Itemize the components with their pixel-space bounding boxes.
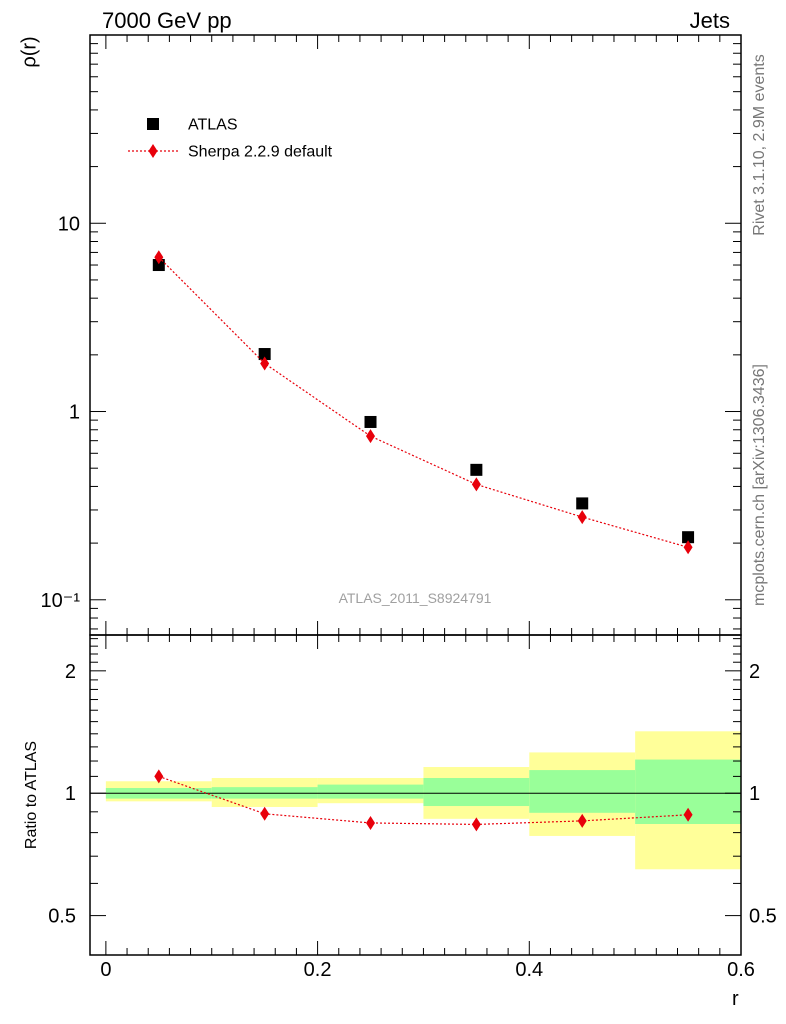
- atlas-data-point: [682, 531, 695, 544]
- ratio-sherpa-point: [471, 817, 481, 832]
- sherpa-data-point: [366, 429, 376, 444]
- atlas-data-point: [152, 259, 165, 272]
- header-left: 7000 GeV pp: [102, 8, 232, 33]
- ratio-y-tick-label: 0.5: [48, 906, 76, 928]
- header-right: Jets: [689, 8, 730, 33]
- sherpa-data-point: [471, 477, 481, 492]
- ratio-y-tick-label: 2: [65, 661, 76, 683]
- sherpa-data-point: [154, 250, 164, 265]
- sherpa-data-point: [260, 356, 270, 371]
- ratio-sherpa-point: [366, 815, 376, 830]
- sherpa-data-point: [577, 510, 587, 525]
- legend-atlas-marker: [147, 118, 159, 130]
- x-tick-label: 0: [100, 959, 111, 981]
- y-tick-label: 10: [58, 213, 80, 235]
- legend-sherpa-marker: [148, 144, 158, 158]
- ratio-sherpa-point: [260, 806, 270, 821]
- x-tick-label: 0.6: [727, 959, 755, 981]
- x-tick-label: 0.2: [304, 959, 332, 981]
- sherpa-line: [158, 256, 689, 548]
- ratio-y-tick-label: 1: [65, 783, 76, 805]
- ratio-inner-band: [317, 784, 424, 799]
- ratio-y-tick-label-right: 2: [749, 661, 760, 683]
- ratio-sherpa-point: [683, 807, 693, 822]
- legend-atlas-label: ATLAS: [188, 117, 238, 134]
- atlas-data-point: [470, 463, 483, 476]
- ratio-frame: [89, 634, 742, 956]
- ratio-inner-band: [529, 770, 636, 813]
- sherpa-data-point: [683, 540, 693, 555]
- x-axis-label: r: [732, 988, 739, 1010]
- atlas-data-point: [364, 415, 377, 428]
- ratio-inner-band: [423, 778, 530, 807]
- atlas-data-point: [576, 497, 589, 510]
- ratio-sherpa-point: [577, 813, 587, 828]
- x-tick-label: 0.4: [515, 959, 543, 981]
- legend-sherpa-label: Sherpa 2.2.9 default: [188, 144, 333, 161]
- ratio-sherpa-line: [158, 775, 689, 826]
- atlas-data-point: [258, 348, 271, 361]
- y-tick-label: 10⁻¹: [41, 590, 81, 612]
- ratio-sherpa-point: [154, 769, 164, 784]
- ratio-y-tick-label-right: 1: [749, 783, 760, 805]
- watermark: ATLAS_2011_S8924791: [338, 590, 492, 606]
- ratio-y-tick-label-right: 0.5: [749, 906, 777, 928]
- y-tick-label: 1: [69, 402, 80, 424]
